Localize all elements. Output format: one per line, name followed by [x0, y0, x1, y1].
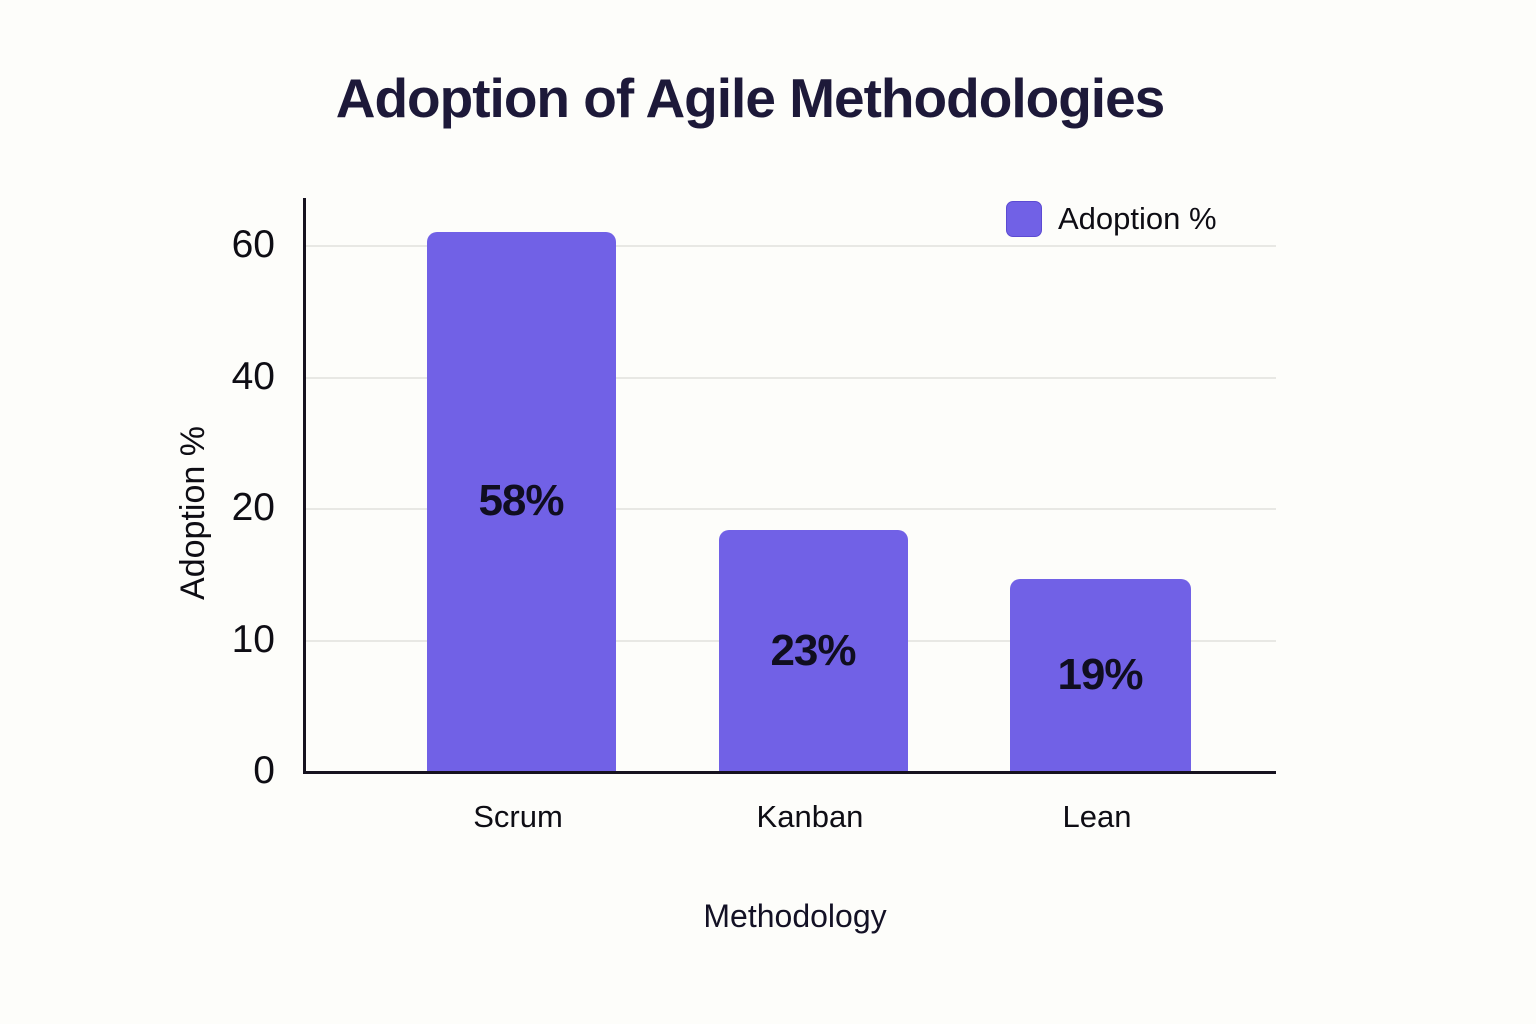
y-tick-label-0: 0 — [253, 749, 275, 792]
plot-area: 58% 23% 19% — [303, 198, 1276, 774]
legend-swatch-icon — [1006, 201, 1042, 237]
gridline-20 — [306, 508, 1276, 510]
y-tick-label-20: 20 — [231, 486, 275, 529]
x-axis-title: Methodology — [703, 898, 887, 934]
gridline-40 — [306, 376, 1276, 379]
bar-value-label-scrum: 58% — [478, 476, 564, 526]
gridline-60 — [306, 245, 1276, 247]
y-tick-label-40: 40 — [231, 354, 275, 398]
legend-label: Adoption % — [1058, 201, 1217, 236]
x-tick-label-scrum: Scrum — [473, 799, 563, 834]
chart-title: Adoption of Agile Methodologies — [335, 67, 1166, 129]
bar-lean: 19% — [1009, 579, 1191, 771]
bar-value-label-lean: 19% — [1057, 649, 1143, 699]
x-tick-label-kanban: Kanban — [756, 799, 864, 834]
y-tick-label-60: 60 — [231, 223, 275, 266]
bar-scrum: 58% — [426, 231, 616, 771]
x-tick-label-lean: Lean — [1062, 799, 1132, 834]
y-tick-label-10: 10 — [231, 617, 275, 661]
bar-kanban: 23% — [718, 530, 908, 771]
bar-value-label-kanban: 23% — [770, 625, 856, 675]
legend: Adoption % — [1006, 201, 1217, 237]
